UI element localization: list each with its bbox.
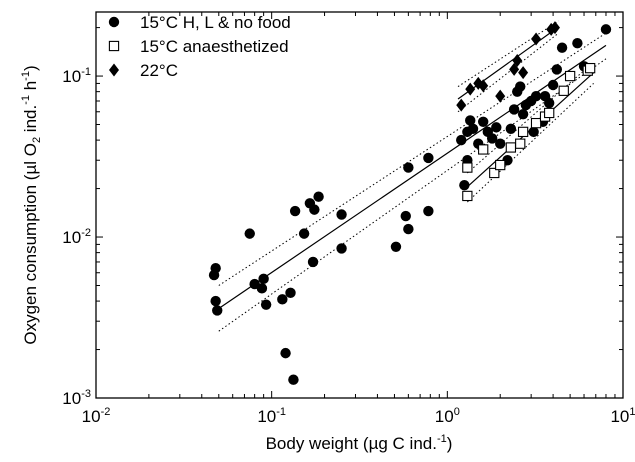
data-points bbox=[208, 21, 612, 385]
y-tick-label: 10-2 bbox=[62, 227, 91, 247]
data-point bbox=[277, 294, 288, 305]
data-point bbox=[260, 299, 272, 310]
data-point bbox=[551, 64, 563, 75]
data-point bbox=[467, 123, 479, 135]
data-point bbox=[280, 347, 291, 359]
data-point bbox=[309, 204, 320, 215]
data-point bbox=[486, 133, 498, 144]
ci-lower-line bbox=[457, 32, 559, 113]
data-point bbox=[600, 24, 612, 35]
data-point bbox=[285, 287, 296, 299]
data-point bbox=[403, 162, 414, 173]
x-tick-label: 10-1 bbox=[257, 406, 286, 426]
data-point bbox=[531, 32, 542, 46]
x-tick-label: 101 bbox=[610, 406, 635, 426]
data-point bbox=[544, 107, 555, 119]
data-point bbox=[210, 295, 221, 307]
data-point bbox=[528, 126, 539, 138]
data-point bbox=[491, 122, 502, 133]
data-point bbox=[530, 90, 542, 102]
data-point bbox=[244, 228, 255, 239]
data-point bbox=[456, 98, 467, 112]
data-point bbox=[258, 273, 269, 285]
x-axis-title: Body weight (µg C ind.-1) bbox=[266, 433, 453, 453]
data-point bbox=[400, 210, 411, 222]
data-point bbox=[564, 70, 576, 82]
legend-marker bbox=[108, 40, 120, 52]
ci-lower-line bbox=[467, 83, 594, 203]
data-point bbox=[462, 190, 473, 202]
ci-upper-line bbox=[457, 20, 559, 88]
data-point bbox=[336, 243, 347, 254]
data-point bbox=[298, 228, 310, 239]
data-point bbox=[495, 138, 506, 149]
y-axis-title: Oxygen consumption (µl O2 ind.-1 h-1) bbox=[20, 65, 43, 344]
data-point bbox=[517, 108, 529, 120]
data-point bbox=[288, 374, 299, 385]
data-point bbox=[505, 123, 517, 135]
data-point bbox=[423, 152, 434, 164]
data-point bbox=[530, 117, 542, 129]
data-point bbox=[289, 205, 301, 217]
legend-marker bbox=[108, 16, 120, 28]
regression-line bbox=[457, 26, 559, 100]
data-point bbox=[515, 81, 526, 92]
data-point bbox=[489, 167, 500, 179]
data-point bbox=[508, 104, 520, 115]
data-point bbox=[517, 126, 529, 138]
y-tick-label: 10-1 bbox=[62, 66, 91, 86]
ci-lower-line bbox=[218, 58, 607, 332]
x-tick-label: 10-2 bbox=[82, 406, 111, 426]
data-point bbox=[515, 138, 526, 149]
data-point bbox=[256, 283, 268, 294]
data-point bbox=[478, 79, 489, 93]
data-point bbox=[584, 62, 596, 74]
data-point bbox=[212, 305, 223, 316]
data-point bbox=[465, 82, 476, 96]
plot-frame bbox=[95, 11, 624, 399]
data-point bbox=[495, 159, 506, 171]
legend-marker bbox=[109, 63, 119, 77]
data-point bbox=[547, 79, 559, 91]
regression-line bbox=[218, 44, 607, 309]
data-point bbox=[462, 162, 473, 173]
legend-label: 22°C bbox=[140, 61, 178, 80]
data-point bbox=[477, 116, 489, 127]
data-point bbox=[456, 134, 467, 146]
legend-label: 15°C H, L & no food bbox=[140, 13, 291, 32]
data-point bbox=[478, 144, 489, 155]
data-point bbox=[512, 53, 523, 67]
axis-ticks bbox=[95, 12, 624, 399]
data-point bbox=[210, 263, 221, 274]
data-point bbox=[572, 37, 583, 49]
data-point bbox=[307, 256, 319, 268]
data-point bbox=[423, 205, 434, 217]
data-point bbox=[313, 191, 324, 202]
y-tick-label: 10-3 bbox=[62, 388, 91, 408]
ci-upper-line bbox=[218, 32, 607, 286]
legend: 15°C H, L & no food 15°C anaesthetized 22°… bbox=[108, 13, 291, 80]
data-point bbox=[459, 179, 470, 191]
data-point bbox=[495, 89, 506, 103]
legend-label: 15°C anaesthetized bbox=[140, 37, 289, 56]
data-point bbox=[390, 241, 402, 252]
data-point bbox=[505, 142, 517, 153]
data-point bbox=[543, 97, 555, 109]
confidence-intervals bbox=[218, 20, 607, 332]
data-point bbox=[558, 85, 569, 96]
data-point bbox=[403, 223, 414, 235]
data-point bbox=[336, 209, 347, 220]
data-point bbox=[465, 115, 476, 126]
data-point bbox=[549, 21, 560, 35]
data-point bbox=[518, 66, 529, 80]
data-point bbox=[556, 42, 568, 53]
x-tick-label: 100 bbox=[435, 406, 460, 426]
